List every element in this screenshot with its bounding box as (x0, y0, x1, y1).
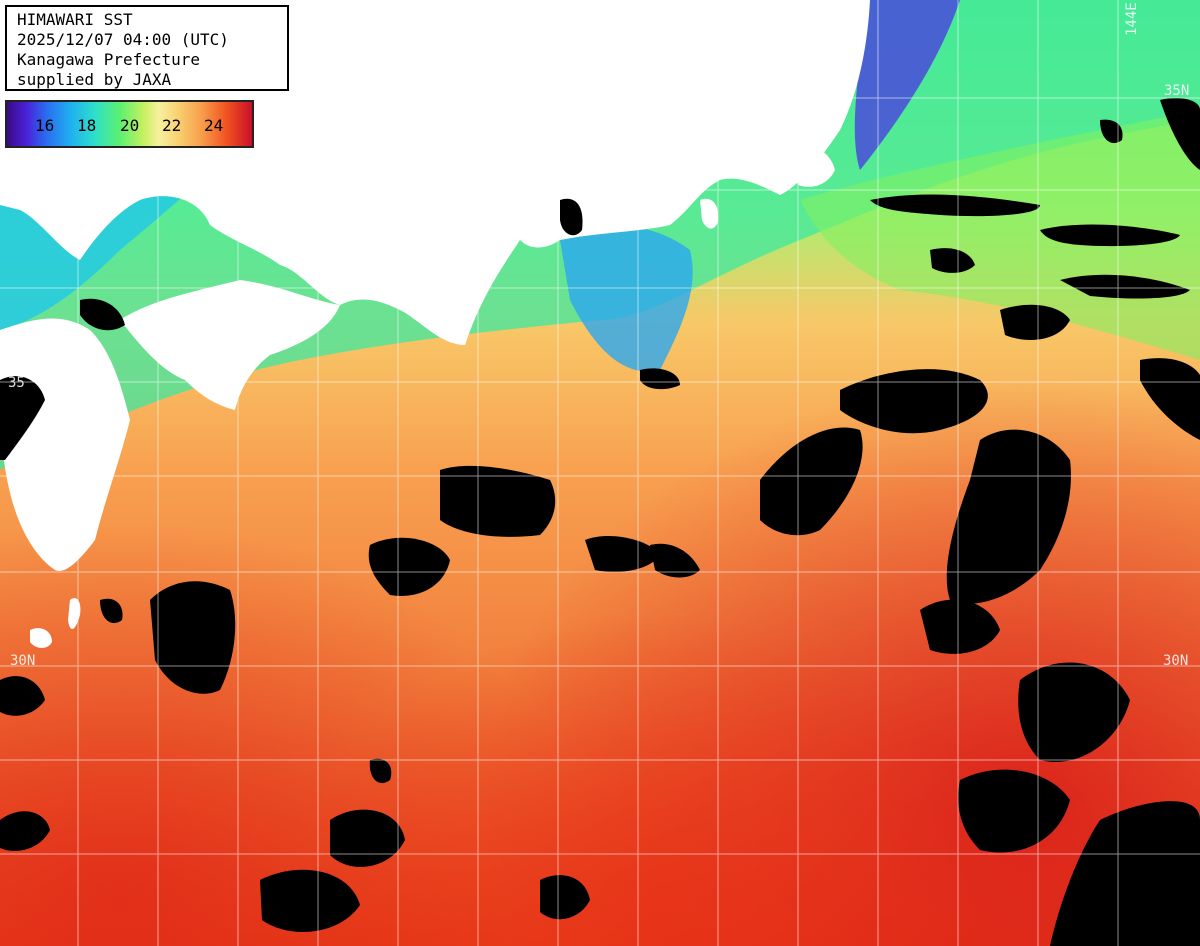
legend-label-24: 24 (204, 116, 224, 135)
land-izu-peninsula (700, 198, 719, 229)
lat-label-35-left: 35 (8, 375, 25, 391)
legend-label-16: 16 (35, 116, 55, 135)
lat-label-30n-left: 30N (10, 653, 35, 669)
legend-label-20: 20 (120, 116, 140, 135)
land-tanegashima (30, 628, 52, 648)
cloud-mask (0, 98, 1200, 946)
info-organization: Kanagawa Prefecture (17, 50, 201, 69)
land-shikoku (120, 280, 340, 410)
blue-water-east-coast (854, 0, 960, 170)
land-awaji-island (380, 244, 403, 276)
info-box: HIMAWARI SST 2025/12/07 04:00 (UTC) Kana… (5, 5, 289, 91)
blue-water-bay (560, 226, 693, 372)
color-legend: 16 18 20 22 24 (5, 100, 254, 148)
green-band (800, 110, 1200, 360)
info-title: HIMAWARI SST (17, 10, 133, 29)
info-datetime: 2025/12/07 04:00 (UTC) (17, 30, 229, 49)
lon-label-144e: 144E (1124, 2, 1140, 36)
land-yakushima (68, 598, 81, 630)
info-credit: supplied by JAXA (17, 70, 172, 89)
lat-label-30n-right: 30N (1163, 653, 1188, 669)
lon-label-136e: 136E (484, 2, 500, 36)
land-boso (790, 146, 835, 187)
legend-label-22: 22 (162, 116, 182, 135)
lat-label-35n-right: 35N (1164, 83, 1189, 99)
legend-label-18: 18 (77, 116, 97, 135)
